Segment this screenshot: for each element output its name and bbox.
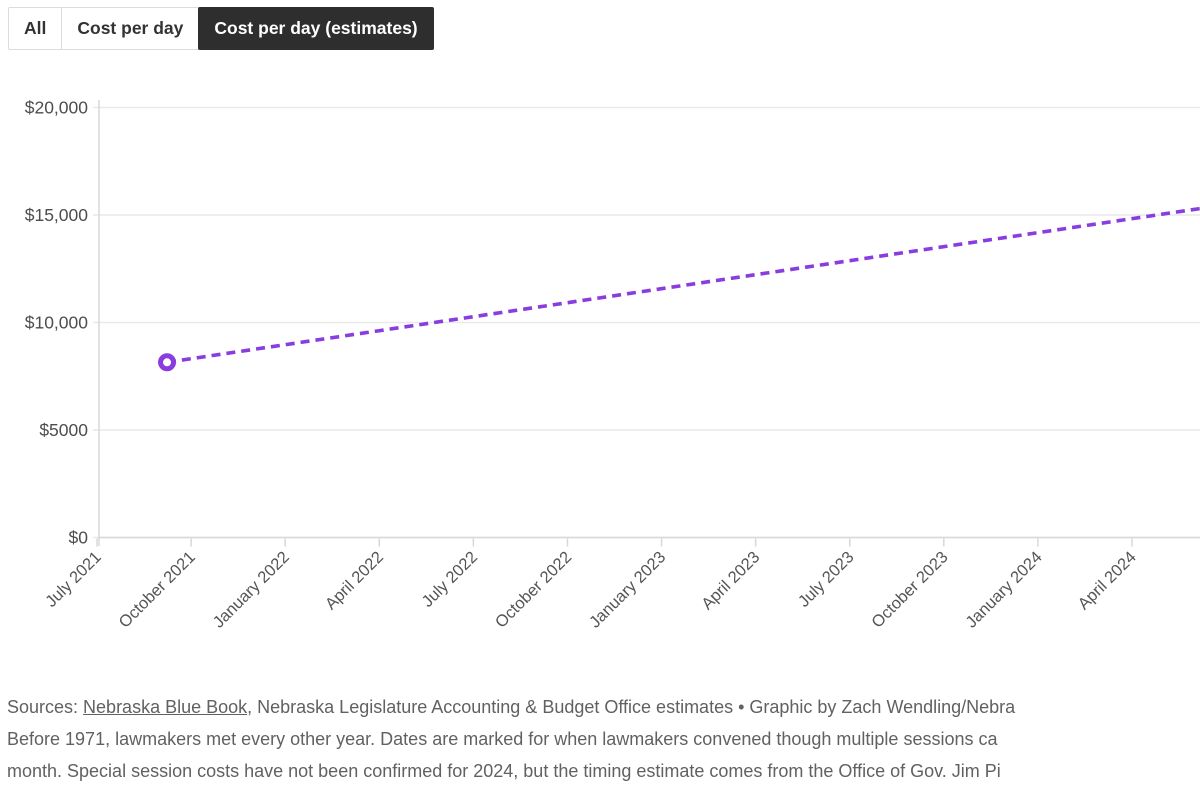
tab-all[interactable]: All bbox=[8, 7, 63, 50]
y-tick-label: $10,000 bbox=[25, 313, 89, 333]
x-tick-label: April 2023 bbox=[698, 548, 763, 613]
x-tick-label: July 2023 bbox=[795, 548, 858, 611]
sources-line: Sources: Nebraska Blue Book, Nebraska Le… bbox=[7, 691, 1200, 723]
x-tick-label: October 2021 bbox=[115, 548, 198, 631]
x-tick-label: April 2022 bbox=[322, 548, 387, 613]
y-tick-label: $5000 bbox=[39, 420, 88, 440]
y-tick-label: $0 bbox=[69, 528, 89, 548]
x-tick-label: October 2022 bbox=[492, 548, 575, 631]
x-tick-label: January 2023 bbox=[586, 548, 669, 631]
footnote-line-1: Before 1971, lawmakers met every other y… bbox=[7, 729, 998, 749]
estimates-line bbox=[166, 206, 1200, 365]
x-tick-label: July 2022 bbox=[419, 548, 482, 611]
x-tick-label: April 2024 bbox=[1075, 548, 1140, 613]
tab-cost-per-day[interactable]: Cost per day bbox=[61, 7, 200, 50]
y-tick-label: $15,000 bbox=[25, 205, 89, 225]
x-tick-label: October 2023 bbox=[868, 548, 951, 631]
sources-label: Sources: bbox=[7, 697, 84, 717]
series-tab-bar: All Cost per day Cost per day (estimates… bbox=[8, 7, 434, 50]
tab-cost-per-day-estimates[interactable]: Cost per day (estimates) bbox=[198, 7, 434, 50]
estimates-start-marker bbox=[158, 353, 177, 372]
x-tick-label: January 2024 bbox=[962, 548, 1045, 631]
x-tick-label: January 2022 bbox=[210, 548, 293, 631]
footnote-line-2: month. Special session costs have not be… bbox=[7, 761, 1001, 781]
x-tick-label: July 2021 bbox=[42, 548, 105, 611]
y-tick-label: $20,000 bbox=[25, 98, 89, 118]
chart-footer: Sources: Nebraska Blue Book, Nebraska Le… bbox=[7, 691, 1200, 787]
sources-rest: , Nebraska Legislature Accounting & Budg… bbox=[247, 697, 1016, 717]
nebraska-blue-book-link[interactable]: Nebraska Blue Book bbox=[83, 697, 248, 717]
